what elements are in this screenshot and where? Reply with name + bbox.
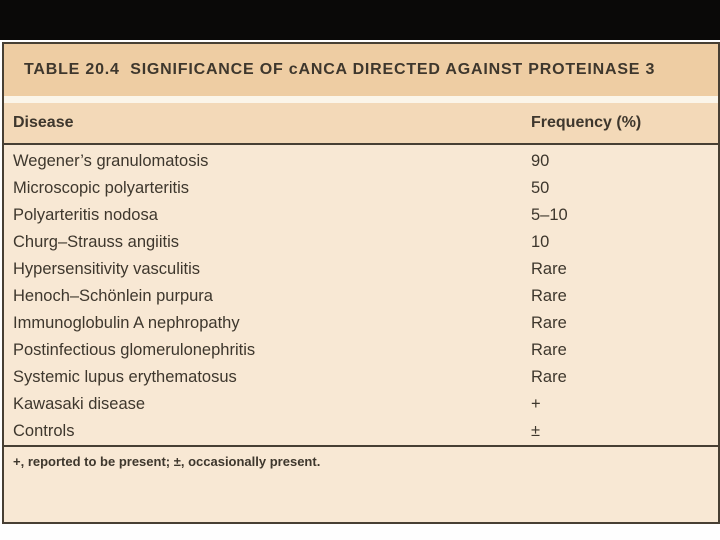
table-row: Wegener’s granulomatosis 90: [4, 148, 718, 175]
table-row: Controls ±: [4, 418, 718, 445]
frequency-cell: 90: [531, 152, 550, 170]
table-title-band: TABLE 20.4 SIGNIFICANCE OF cANCA DIRECTE…: [4, 44, 718, 96]
frequency-cell: Rare: [531, 368, 567, 386]
disease-cell: Wegener’s granulomatosis: [13, 152, 209, 170]
frequency-cell: 10: [531, 233, 550, 251]
column-header-frequency: Frequency (%): [531, 114, 642, 131]
table-body: Wegener’s granulomatosis 90 Microscopic po…: [4, 145, 718, 445]
disease-cell: Postinfectious glomerulonephritis: [13, 341, 256, 359]
frequency-cell: Rare: [531, 260, 567, 278]
table-card: TABLE 20.4 SIGNIFICANCE OF cANCA DIRECTE…: [2, 42, 720, 524]
table-row: Microscopic polyarteritis 50: [4, 175, 718, 202]
disease-cell: Hypersensitivity vasculitis: [13, 260, 201, 278]
table-row: Hypersensitivity vasculitis Rare: [4, 256, 718, 283]
disease-cell: Henoch–Schönlein purpura: [13, 287, 213, 305]
table-row: Churg–Strauss angiitis 10: [4, 229, 718, 256]
top-black-bar: [0, 0, 720, 40]
title-divider-gap: [4, 96, 718, 103]
table-footnote: +, reported to be present; ±, occasional…: [13, 454, 321, 469]
frequency-cell: Rare: [531, 341, 567, 359]
table-row: Postinfectious glomerulonephritis Rare: [4, 337, 718, 364]
disease-cell: Polyarteritis nodosa: [13, 206, 158, 224]
disease-cell: Immunoglobulin A nephropathy: [13, 314, 240, 332]
disease-cell: Controls: [13, 422, 75, 440]
frequency-cell: Rare: [531, 314, 567, 332]
table-header-row: Disease Frequency (%): [4, 103, 718, 145]
table-title: TABLE 20.4 SIGNIFICANCE OF cANCA DIRECTE…: [24, 61, 656, 78]
column-header-disease: Disease: [13, 114, 74, 131]
table-row: Systemic lupus erythematosus Rare: [4, 364, 718, 391]
disease-cell: Churg–Strauss angiitis: [13, 233, 179, 251]
footnote-divider: [4, 445, 718, 447]
table-row: Kawasaki disease +: [4, 391, 718, 418]
frequency-cell: 5–10: [531, 206, 568, 224]
table-row: Immunoglobulin A nephropathy Rare: [4, 310, 718, 337]
frequency-cell: ±: [531, 422, 541, 440]
disease-cell: Microscopic polyarteritis: [13, 179, 190, 197]
frequency-cell: +: [531, 395, 541, 413]
table-row: Henoch–Schönlein purpura Rare: [4, 283, 718, 310]
table-footnote-area: +, reported to be present; ±, occasional…: [4, 447, 718, 522]
frequency-cell: Rare: [531, 287, 567, 305]
disease-cell: Kawasaki disease: [13, 395, 146, 413]
table-row: Polyarteritis nodosa 5–10: [4, 202, 718, 229]
disease-cell: Systemic lupus erythematosus: [13, 368, 237, 386]
frequency-cell: 50: [531, 179, 550, 197]
